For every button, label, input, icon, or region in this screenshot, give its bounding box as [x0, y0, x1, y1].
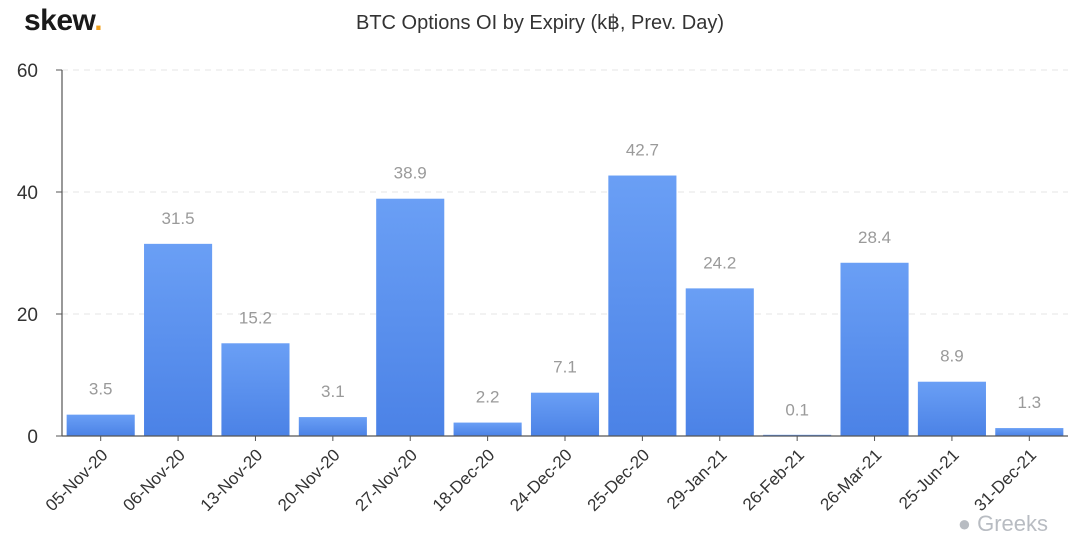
value-label: 31.5	[162, 209, 195, 228]
bar	[453, 422, 522, 436]
y-tick-label: 60	[17, 61, 38, 82]
bar	[221, 343, 290, 436]
value-label: 2.2	[476, 388, 500, 407]
value-label: 24.2	[703, 253, 736, 272]
x-tick-label: 25-Jun-21	[895, 445, 963, 513]
y-tick-label: 40	[17, 183, 38, 204]
bar	[995, 428, 1064, 436]
value-label: 42.7	[626, 141, 659, 160]
value-label: 0.1	[785, 400, 809, 419]
x-tick-label: 27-Nov-20	[351, 445, 421, 515]
watermark: ● Greeks	[958, 511, 1048, 537]
bar	[917, 381, 986, 436]
value-label: 1.3	[1017, 393, 1041, 412]
x-tick-label: 31-Dec-21	[971, 445, 1041, 515]
watermark-text: Greeks	[977, 511, 1048, 536]
y-tick-label: 20	[17, 305, 38, 326]
x-tick-label: 26-Mar-21	[816, 445, 885, 514]
bar	[840, 262, 909, 436]
y-tick-label: 0	[27, 427, 38, 448]
x-tick-label: 26-Feb-21	[739, 445, 808, 514]
x-tick-label: 29-Jan-21	[663, 445, 731, 513]
bar	[685, 288, 754, 436]
x-tick-label: 25-Dec-20	[584, 445, 654, 515]
x-tick-label: 13-Nov-20	[197, 445, 267, 515]
x-tick-label: 20-Nov-20	[274, 445, 344, 515]
x-tick-label: 18-Dec-20	[429, 445, 499, 515]
wechat-icon: ●	[957, 511, 972, 536]
value-label: 3.1	[321, 382, 345, 401]
x-tick-label: 06-Nov-20	[119, 445, 189, 515]
logo-dot: .	[94, 4, 103, 37]
x-tick-label: 24-Dec-20	[506, 445, 576, 515]
bar	[608, 175, 677, 436]
value-label: 3.5	[89, 380, 113, 399]
value-label: 28.4	[858, 228, 891, 247]
bar	[144, 243, 213, 436]
skew-logo: skew.	[24, 4, 103, 38]
bar	[376, 198, 445, 436]
bar	[66, 414, 135, 436]
x-tick-label: 05-Nov-20	[42, 445, 112, 515]
logo-text: skew	[24, 4, 95, 37]
chart-title: BTC Options OI by Expiry (k฿, Prev. Day)	[356, 12, 724, 34]
bar	[530, 392, 600, 436]
value-label: 7.1	[553, 358, 577, 377]
value-label: 15.2	[239, 308, 272, 327]
value-label: 38.9	[394, 164, 427, 183]
value-label: 8.9	[940, 347, 964, 366]
bar	[298, 417, 367, 436]
